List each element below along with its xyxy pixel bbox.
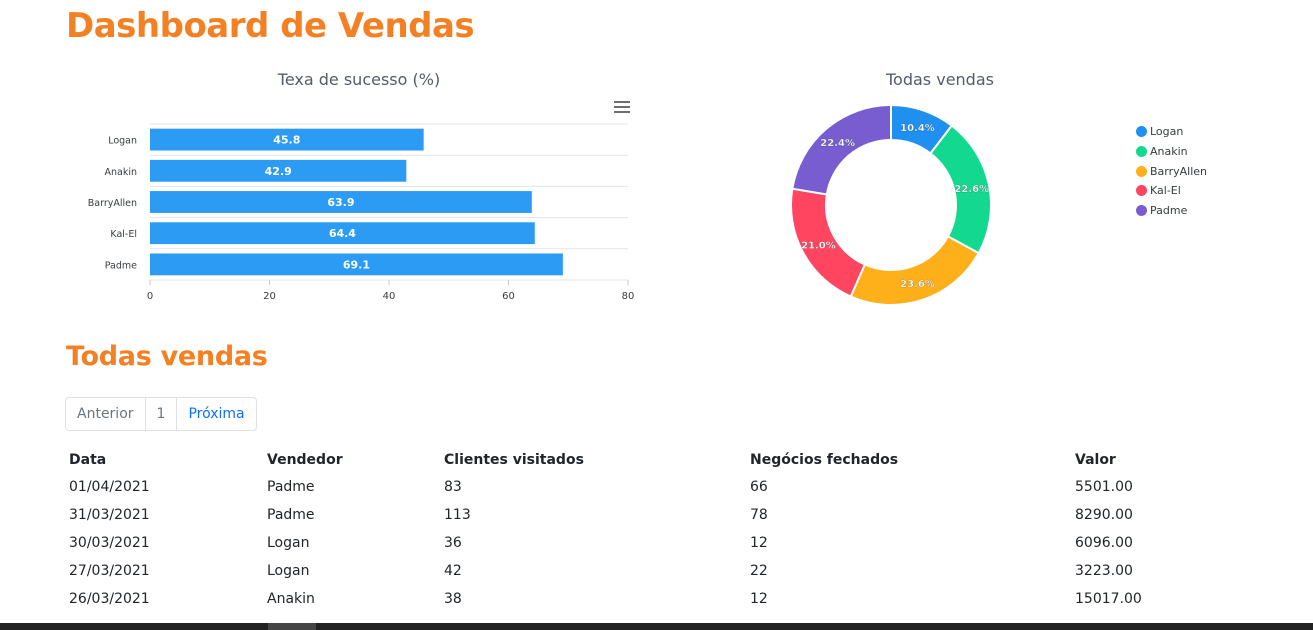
donut-slice [791, 103, 892, 196]
x-tick-label: 20 [263, 291, 276, 302]
table-cell: 113 [444, 507, 471, 523]
table-cell: 30/03/2021 [69, 535, 150, 551]
success-rate-bar-chart: 0 20 40 60 80 45.8 Logan 42.9 Anakin 63.9 BarryAll… [88, 123, 635, 302]
donut-chart-title: Todas vendas [886, 70, 994, 89]
table-cell: 22 [750, 563, 768, 579]
legend-marker-icon [1136, 126, 1147, 138]
legend-label: Logan [1150, 125, 1184, 139]
table-cell: 42 [444, 563, 462, 579]
bar-chart-title: Texa de sucesso (%) [277, 70, 441, 89]
pagination-page-1[interactable]: 1 [144, 397, 178, 431]
legend-label: BarryAllen [1150, 164, 1208, 178]
scrollbar-thumb[interactable] [268, 623, 316, 630]
legend-marker-icon [1136, 146, 1147, 158]
category-label: Kal-El [110, 229, 137, 240]
slice-label: 22.4% [820, 138, 855, 149]
donut-slice [849, 234, 980, 306]
bar [150, 128, 424, 151]
table-row: 01/04/2021 Padme 83 66 5501.00 [66, 473, 1195, 501]
legend-item[interactable]: BarryAllen [1136, 161, 1207, 181]
table-cell: 27/03/2021 [69, 563, 150, 579]
legend-marker-icon [1136, 205, 1147, 217]
bar-value-label: 64.4 [329, 227, 356, 240]
table-cell: 78 [750, 507, 768, 523]
table-cell: 8290.00 [1075, 507, 1133, 523]
chart-menu-icon[interactable] [614, 101, 630, 113]
legend-label: Anakin [1150, 145, 1188, 159]
table-cell: 26/03/2021 [69, 591, 150, 607]
x-tick-label: 60 [502, 291, 515, 302]
pagination: Anterior 1 Próxima [65, 397, 257, 431]
column-header[interactable]: Data [69, 451, 107, 468]
x-tick-label: 0 [147, 291, 153, 302]
bar-value-label: 42.9 [265, 165, 292, 178]
table-row: 26/03/2021 Anakin 38 12 15017.00 [66, 585, 1195, 613]
slice-label: 21.0% [801, 240, 836, 251]
legend-item[interactable]: Logan [1136, 122, 1207, 142]
bar [150, 159, 407, 182]
x-tick-label: 40 [383, 291, 396, 302]
bar-value-label: 45.8 [273, 134, 300, 147]
table-cell: 6096.00 [1075, 535, 1133, 551]
table-header-row: Data Vendedor Clientes visitados Negócio… [66, 446, 1195, 473]
table-cell: Padme [267, 479, 315, 495]
slice-label: 23.6% [900, 279, 935, 290]
legend-item[interactable]: Padme [1136, 201, 1207, 221]
column-header[interactable]: Negócios fechados [750, 451, 899, 468]
column-header[interactable]: Clientes visitados [444, 451, 584, 468]
horizontal-scrollbar[interactable] [0, 623, 1313, 630]
bar [150, 253, 563, 276]
table-cell: 01/04/2021 [69, 479, 150, 495]
table-cell: Logan [267, 563, 310, 579]
section-title: Todas vendas [66, 341, 268, 372]
bar-value-label: 63.9 [327, 196, 354, 209]
category-label: Logan [108, 136, 137, 147]
legend-marker-icon [1136, 165, 1147, 177]
table-cell: 83 [444, 479, 462, 495]
x-tick-label: 80 [622, 291, 635, 302]
bar [150, 222, 535, 245]
legend-marker-icon [1136, 185, 1147, 197]
column-header[interactable]: Vendedor [267, 451, 343, 468]
column-header[interactable]: Valor [1075, 451, 1116, 468]
table-cell: Padme [267, 507, 315, 523]
bar-value-label: 69.1 [343, 258, 370, 271]
slice-label: 22.6% [954, 184, 989, 195]
page-title: Dashboard de Vendas [66, 6, 475, 46]
table-cell: Logan [267, 535, 310, 551]
category-label: Padme [105, 260, 137, 271]
table-cell: Anakin [267, 591, 315, 607]
table-cell: 31/03/2021 [69, 507, 150, 523]
table-cell: 5501.00 [1075, 479, 1133, 495]
table-cell: 36 [444, 535, 462, 551]
table-cell: 66 [750, 479, 768, 495]
table-cell: 12 [750, 591, 768, 607]
legend-label: Padme [1150, 204, 1188, 218]
table-cell: 3223.00 [1075, 563, 1133, 579]
table-cell: 38 [444, 591, 462, 607]
table-cell: 15017.00 [1075, 591, 1142, 607]
pagination-prev-button[interactable]: Anterior [65, 397, 146, 431]
pagination-next-button[interactable]: Próxima [176, 397, 257, 431]
table-row: 30/03/2021 Logan 36 12 6096.00 [66, 529, 1195, 557]
table-cell: 12 [750, 535, 768, 551]
bar [150, 191, 532, 213]
table-row: 27/03/2021 Logan 42 22 3223.00 [66, 557, 1195, 585]
legend-item[interactable]: Anakin [1136, 142, 1207, 162]
table-row: 31/03/2021 Padme 113 78 8290.00 [66, 501, 1195, 529]
donut-legend: Logan Anakin BarryAllen Kal-El Padme [1136, 122, 1207, 220]
sales-donut-chart: 10.4% 22.6% 23.6% 21.0% 22.4% [790, 103, 992, 306]
slice-label: 10.4% [900, 123, 935, 134]
category-label: BarryAllen [88, 198, 137, 209]
legend-item[interactable]: Kal-El [1136, 181, 1207, 201]
category-label: Anakin [104, 167, 137, 178]
legend-label: Kal-El [1150, 184, 1181, 198]
sales-table: Data Vendedor Clientes visitados Negócio… [66, 446, 1195, 613]
